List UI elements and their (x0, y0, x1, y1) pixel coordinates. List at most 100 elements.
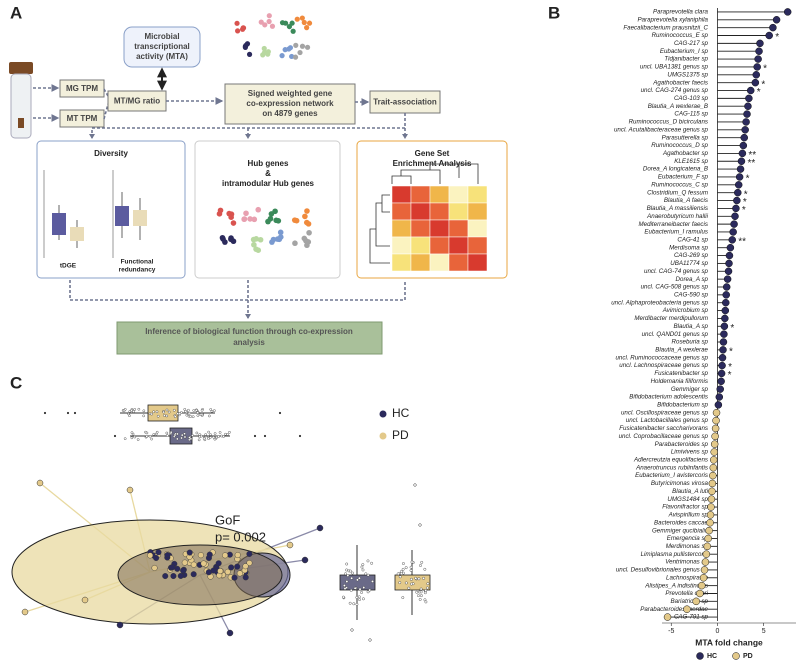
legend-swatch (696, 652, 704, 660)
point (348, 569, 352, 573)
point (206, 551, 213, 558)
dot (765, 31, 773, 40)
panel-title: intramodular Hub genes (222, 179, 315, 188)
y-tick-label: Faecalibacterium prausnitzii_C (623, 24, 708, 31)
node (255, 206, 262, 213)
heat-cell (467, 253, 488, 272)
point (189, 415, 193, 418)
dot (715, 393, 724, 401)
point (345, 562, 349, 566)
dot (712, 416, 720, 425)
dot (709, 464, 718, 472)
point (409, 569, 413, 572)
x-tick-label: -5 (668, 628, 674, 635)
y-tick-label: uncl. Lachnospiraceae genus sp (619, 362, 708, 369)
point (404, 581, 408, 585)
y-tick-label: Ruminococcus_E sp (652, 32, 709, 39)
point (420, 560, 424, 564)
point (231, 574, 238, 581)
dot (738, 149, 747, 158)
y-tick-label: Roseburia sp (672, 339, 709, 346)
dot (735, 173, 744, 181)
y-tick-label: UMGS1484 sp (667, 496, 708, 503)
point (414, 576, 418, 580)
dot (746, 86, 755, 95)
x-tick-label: 0 (715, 628, 719, 635)
point (167, 410, 171, 414)
outlier (113, 434, 117, 438)
y-tick-label: uncl. CAG-74 genus sp (644, 268, 709, 275)
point (217, 568, 224, 575)
point (145, 431, 149, 435)
point (404, 566, 408, 570)
legend-swatch (379, 432, 387, 440)
ordination-plot (11, 479, 324, 637)
point (200, 560, 207, 567)
point (176, 437, 179, 441)
outlier (368, 638, 372, 642)
node (255, 247, 262, 254)
node (235, 28, 241, 34)
point (343, 584, 346, 587)
point (155, 410, 159, 414)
y-tick-label: Parabacteroides merdae (640, 606, 708, 613)
point (415, 590, 419, 594)
y-tick-label: Butyricimonas virosa (651, 480, 709, 487)
node (282, 47, 288, 53)
y-tick-label: Avispirillum sp (668, 512, 709, 519)
node (261, 45, 267, 52)
dot (741, 126, 749, 134)
dot (751, 78, 760, 87)
y-tick-label: Agathobacter faecis (652, 79, 708, 86)
y-tick-label: uncl. CAG-508 genus sp (641, 284, 709, 291)
node (239, 26, 246, 32)
y-tick-label: Bariatricus sp (671, 598, 709, 605)
diversity-panel (36, 140, 186, 279)
dot (719, 346, 727, 354)
y-tick-label: Paraprevotella xylaniphila (637, 16, 708, 23)
y-tick-label: Gemmiger sp (671, 386, 709, 393)
point (399, 570, 403, 573)
y-tick-label: uncl. Coprobacillaceae genus sp (619, 433, 709, 440)
heat-cell (410, 236, 431, 255)
node (304, 44, 311, 50)
node (266, 18, 272, 25)
point (364, 572, 368, 576)
dendrogram (391, 163, 479, 184)
point (234, 552, 241, 559)
outlier (253, 434, 257, 438)
node (266, 13, 272, 19)
ellipse (117, 544, 283, 606)
point (213, 432, 217, 435)
box-label: analysis (233, 338, 265, 347)
sample-tube (9, 62, 33, 139)
y-tick-label: uncl. Ruminococcaceae genus sp (615, 354, 708, 361)
point (183, 435, 187, 439)
significance: * (763, 64, 767, 75)
point (173, 415, 177, 418)
dot (663, 613, 672, 621)
heatmap-icon (369, 163, 488, 272)
dot (745, 94, 753, 103)
significance: * (730, 323, 734, 334)
point (145, 435, 149, 438)
y-tick-label: Fusicatenibacter saccharivorans (619, 425, 708, 432)
dot (699, 574, 708, 582)
point (147, 552, 154, 559)
point (419, 587, 423, 591)
y-tick-label: Gemmiger qucibialis (652, 527, 708, 534)
node (289, 20, 295, 26)
point (128, 410, 132, 413)
dot (710, 456, 718, 464)
box-label: Inference of biological function through… (145, 327, 353, 336)
point (162, 410, 165, 414)
node (243, 210, 249, 217)
dot (711, 424, 720, 433)
point (191, 434, 194, 437)
point (224, 568, 231, 575)
dot (718, 353, 727, 362)
dot (725, 259, 733, 268)
point (236, 570, 243, 577)
dot (743, 110, 751, 118)
y-tick-label: UMGS1375 sp (667, 71, 708, 78)
